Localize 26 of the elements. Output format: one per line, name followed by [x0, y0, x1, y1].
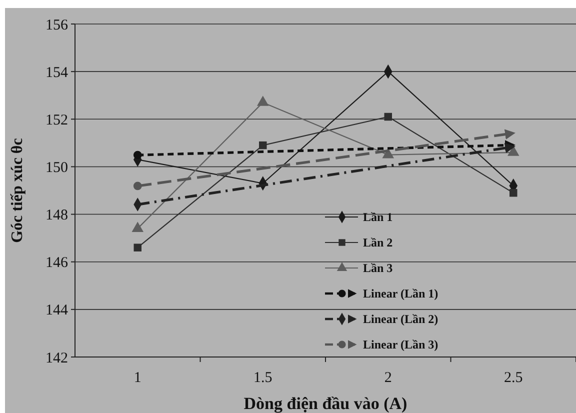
- y-axis-title: Góc tiếp xúc θc: [9, 138, 26, 243]
- point: [259, 141, 267, 150]
- legend-label: Linear (Lần 1): [363, 286, 438, 301]
- point: [384, 112, 392, 121]
- legend-label: Linear (Lần 3): [363, 338, 438, 352]
- x-tick-label: 2.5: [504, 370, 523, 386]
- y-tick-label: 156: [46, 17, 68, 34]
- y-tick-label: 150: [46, 160, 68, 176]
- legend-label: Lần 3: [363, 261, 393, 276]
- point: [133, 150, 142, 160]
- point: [134, 244, 142, 252]
- x-tick-label: 2: [384, 370, 392, 386]
- y-tick-label: 148: [46, 208, 68, 224]
- legend-label: Linear (Lần 2): [363, 312, 438, 326]
- legend-label: Lần 1: [363, 210, 393, 224]
- y-tick-label: 154: [46, 64, 68, 81]
- y-tick-label: 152: [46, 112, 68, 128]
- legend-label: Lần 2: [363, 236, 393, 250]
- point: [510, 189, 518, 197]
- y-tick-label: 146: [46, 255, 68, 272]
- x-axis-title: Dòng điện đầu vào (A): [244, 394, 408, 413]
- y-tick-label: 144: [46, 302, 68, 319]
- x-tick-label: 1: [134, 370, 142, 386]
- point: [133, 182, 142, 190]
- x-tick-label: 1.5: [254, 370, 272, 386]
- y-tick-label: 142: [46, 350, 68, 366]
